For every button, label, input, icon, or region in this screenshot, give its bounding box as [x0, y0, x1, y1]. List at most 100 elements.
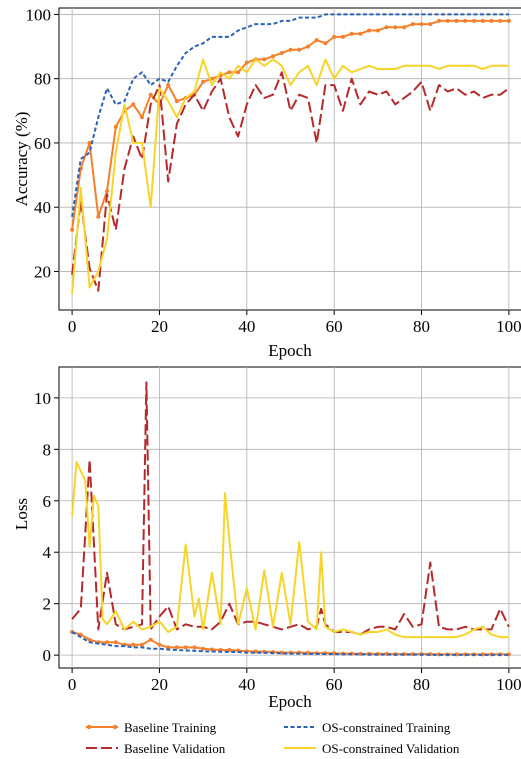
point-baseline-training [472, 18, 476, 23]
point-baseline-training [375, 28, 380, 33]
point-baseline-training [358, 31, 363, 36]
y-tick-label: 2 [43, 595, 52, 614]
legend: Baseline Training OS-constrained Trainin… [86, 720, 460, 756]
tick-layer: 0 20 40 60 80 100 0 2 4 6 8 10 [34, 389, 521, 694]
y-tick-label: 40 [34, 198, 51, 217]
series-os-constrained-training [71, 13, 509, 217]
x-axis-label: Epoch [268, 692, 312, 711]
x-tick-label: 60 [326, 317, 343, 336]
point-baseline-training [113, 640, 118, 645]
point-baseline-training [140, 642, 144, 647]
point-baseline-training [87, 637, 92, 642]
legend-item-os-validation: OS-constrained Validation [284, 741, 460, 756]
y-tick-label: 4 [43, 543, 52, 562]
x-tick-label: 60 [326, 675, 343, 694]
point-baseline-training [105, 640, 109, 645]
x-tick-label: 100 [496, 675, 521, 694]
point-baseline-training [480, 18, 485, 23]
y-axis-label: Accuracy (%) [12, 112, 31, 207]
point-baseline-training [131, 102, 136, 107]
x-tick-label: 20 [151, 675, 168, 694]
point-baseline-training [96, 214, 101, 219]
point-baseline-training [297, 47, 302, 52]
point-baseline-training [174, 645, 179, 650]
series-os-constrained-training [71, 631, 509, 656]
x-axis-label: Epoch [268, 341, 312, 360]
accuracy-chart: 0 20 40 60 80 100 20 40 60 80 100 Epoch Accuracy (… [12, 5, 521, 360]
point-baseline-training [419, 22, 424, 27]
point-baseline-training [279, 650, 284, 655]
point-baseline-training [279, 51, 284, 55]
y-tick-label: 8 [43, 440, 52, 459]
point-baseline-training [201, 79, 206, 84]
x-tick-label: 0 [68, 675, 77, 694]
legend-label: Baseline Training [124, 720, 217, 735]
legend-label: OS-constrained Training [322, 720, 451, 735]
tick-layer: 0 20 40 60 80 100 20 40 60 80 100 [26, 5, 521, 336]
x-tick-label: 40 [238, 675, 255, 694]
loss-chart: 0 20 40 60 80 100 0 2 4 6 8 10 Epoch Loss [12, 366, 521, 711]
point-baseline-training [166, 83, 171, 88]
point-baseline-training [209, 647, 214, 652]
point-baseline-training [463, 18, 468, 23]
x-tick-label: 0 [68, 317, 77, 336]
x-tick-label: 80 [413, 675, 430, 694]
point-baseline-training [140, 115, 144, 120]
point-baseline-training [262, 57, 267, 62]
y-tick-label: 80 [34, 70, 51, 89]
point-baseline-training [306, 650, 310, 655]
y-tick-label: 20 [34, 262, 51, 281]
point-baseline-training [498, 18, 503, 23]
point-baseline-training [244, 60, 249, 65]
point-baseline-training [192, 645, 197, 650]
point-baseline-training [236, 70, 241, 75]
point-baseline-training [157, 642, 162, 647]
x-tick-label: 80 [413, 317, 430, 336]
point-baseline-training [183, 645, 188, 650]
legend-marker [86, 724, 92, 730]
point-baseline-training [340, 34, 345, 39]
x-tick-label: 40 [238, 317, 255, 336]
legend-item-os-training: OS-constrained Training [284, 720, 451, 735]
point-baseline-training [148, 92, 153, 97]
point-baseline-training [201, 646, 206, 651]
plot-frame [58, 7, 521, 311]
y-tick-label: 10 [34, 389, 51, 408]
point-baseline-training [367, 28, 372, 33]
point-baseline-training [506, 18, 511, 23]
y-tick-label: 0 [43, 646, 52, 665]
point-baseline-training [87, 140, 92, 145]
point-baseline-training [174, 99, 179, 104]
point-baseline-training [271, 54, 275, 59]
point-baseline-training [288, 47, 293, 52]
point-baseline-training [384, 25, 389, 30]
series-baseline-validation [71, 381, 510, 636]
point-baseline-training [113, 124, 118, 129]
plot-frame [58, 366, 521, 669]
series-layer [70, 13, 511, 294]
point-baseline-training [410, 22, 415, 27]
point-baseline-training [166, 645, 171, 650]
series-layer [70, 381, 511, 657]
point-baseline-training [105, 189, 109, 194]
point-baseline-training [428, 22, 433, 27]
y-axis-label: Loss [12, 498, 31, 530]
series-os-constrained-validation [71, 58, 509, 294]
series-baseline-training [71, 19, 509, 230]
legend-item-baseline-training: Baseline Training [86, 720, 217, 735]
point-baseline-training [349, 31, 354, 36]
point-baseline-training [314, 38, 319, 43]
point-baseline-training [437, 18, 441, 23]
point-baseline-training [402, 25, 407, 30]
legend-label: Baseline Validation [124, 741, 226, 756]
point-baseline-training [131, 642, 136, 647]
y-tick-label: 6 [43, 492, 52, 511]
point-baseline-training [70, 227, 75, 232]
point-baseline-training [489, 18, 494, 23]
x-tick-label: 100 [496, 317, 521, 336]
point-baseline-training [393, 25, 398, 30]
series-baseline-validation [71, 71, 510, 292]
y-tick-label: 60 [34, 134, 51, 153]
point-baseline-training [454, 18, 459, 23]
